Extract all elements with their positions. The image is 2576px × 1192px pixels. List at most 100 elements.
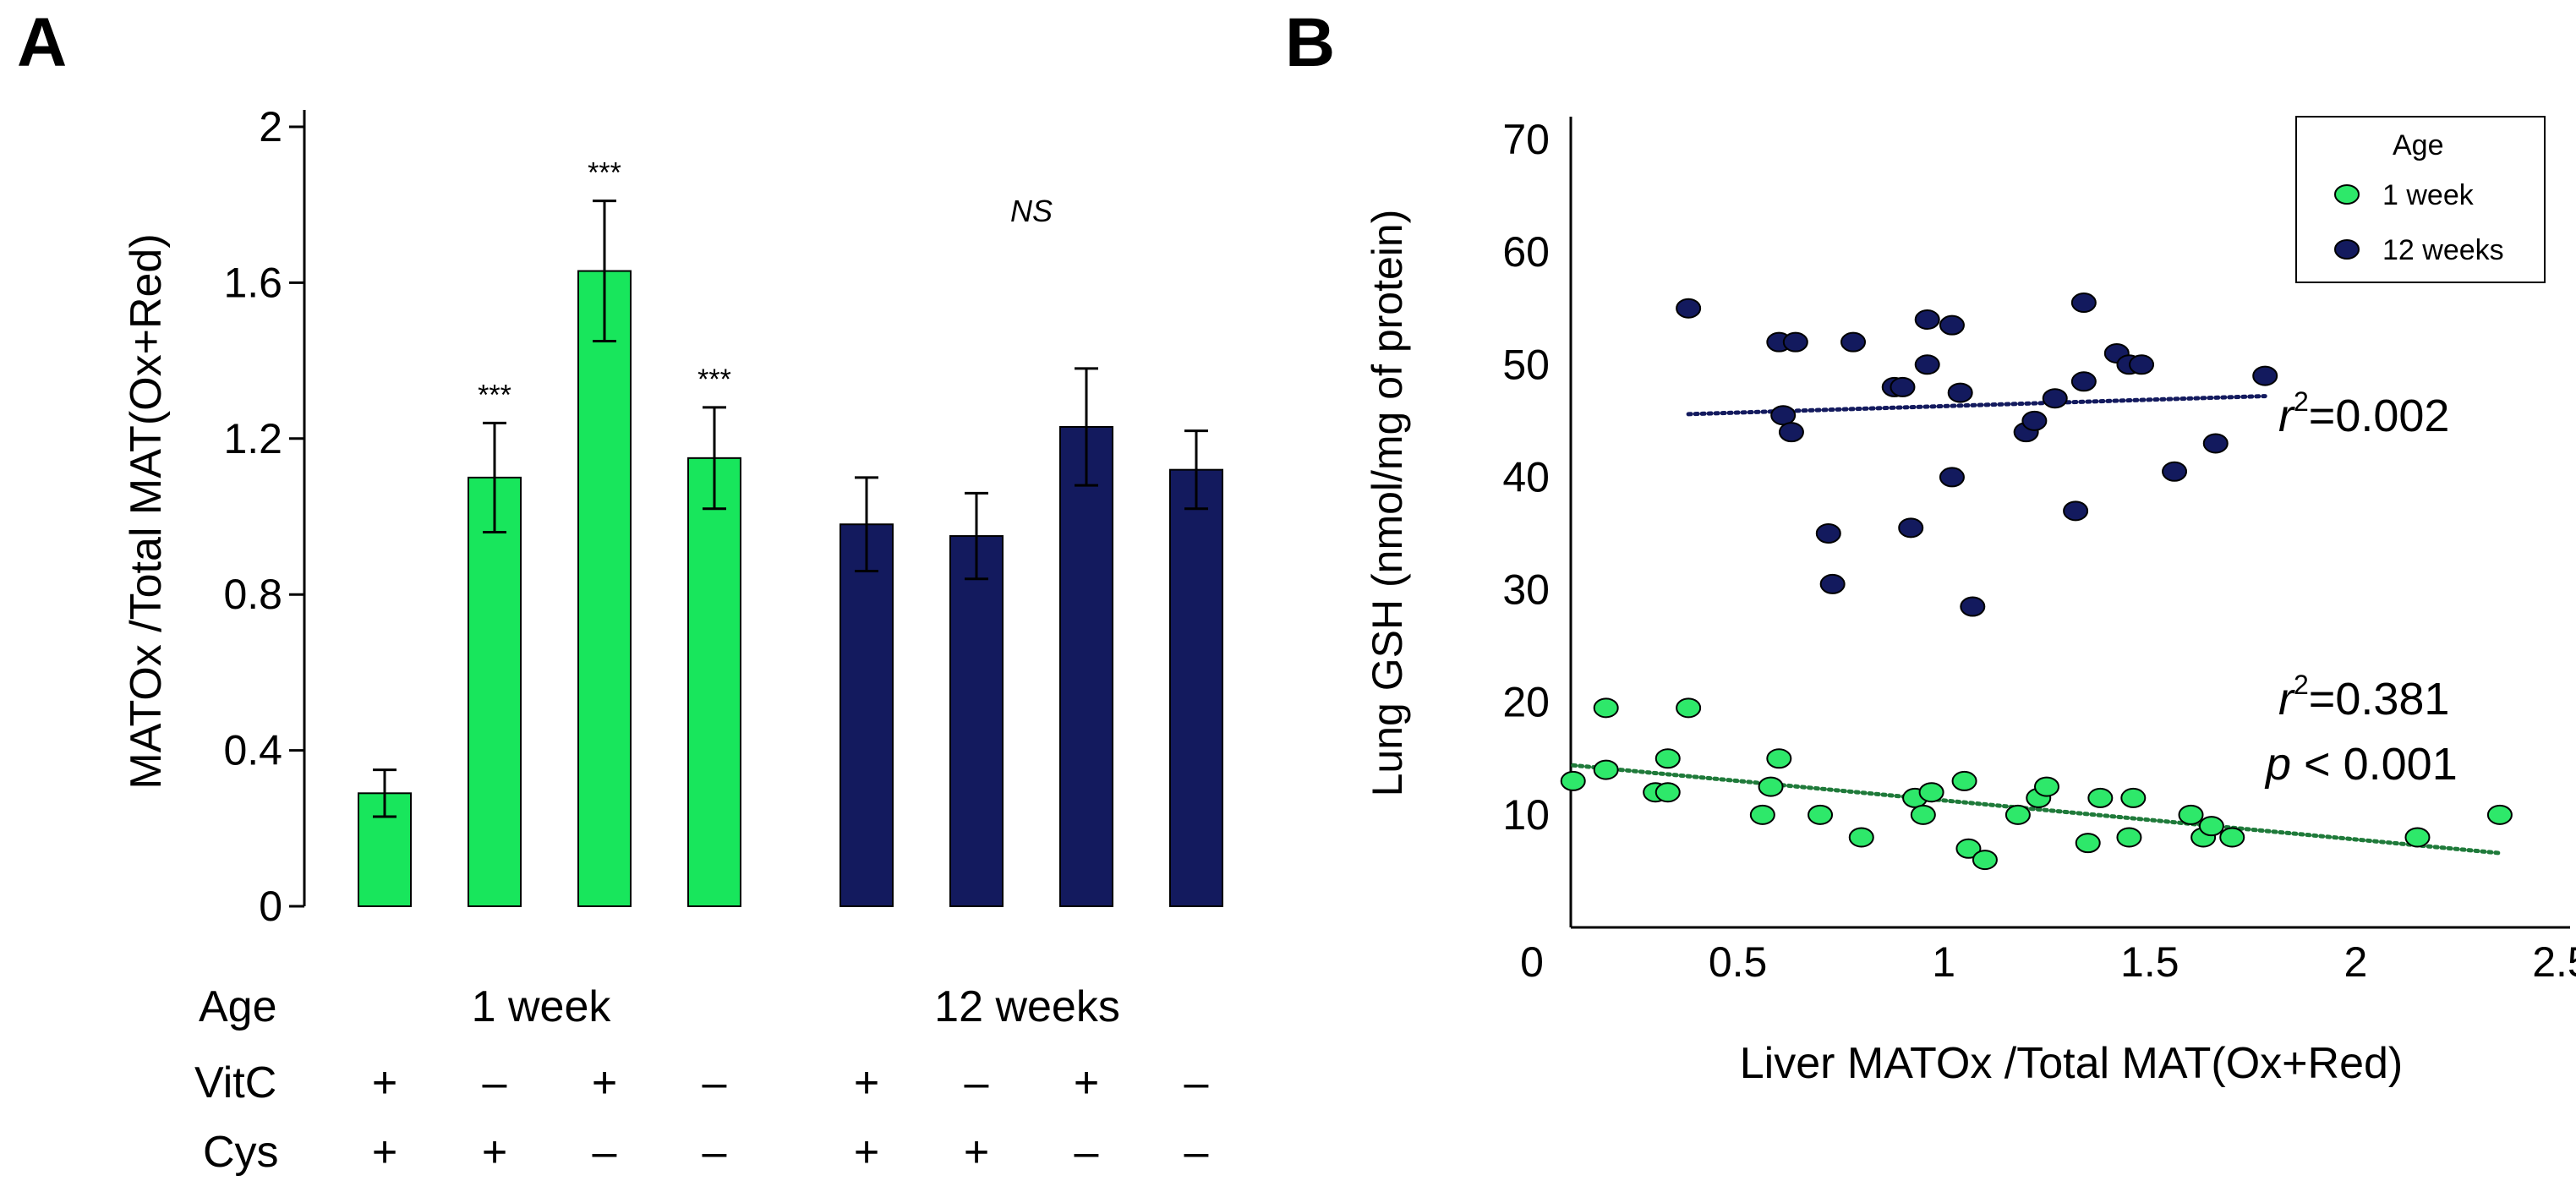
ns-note: NS	[1010, 194, 1053, 228]
scatter-x-tick-label: 1.5	[2120, 938, 2179, 986]
scatter-points	[1560, 293, 2513, 871]
point-1-week	[2198, 816, 2224, 837]
point-1-week	[2219, 827, 2245, 848]
trend-line	[1571, 763, 2502, 856]
bar	[1169, 468, 1223, 907]
point-12-weeks	[2042, 388, 2068, 409]
point-12-weeks	[1898, 517, 1924, 539]
point-12-weeks	[2021, 410, 2048, 431]
point-12-weeks	[1960, 596, 1986, 617]
significance-mark: ***	[697, 364, 731, 396]
point-12-weeks	[2070, 293, 2097, 314]
point-1-week	[1593, 759, 1619, 780]
panel-b-label: B	[1285, 4, 1335, 81]
bar	[840, 523, 894, 907]
cys-sign: +	[854, 1128, 879, 1177]
vitc-sign: –	[1184, 1058, 1209, 1107]
point-12-weeks	[1770, 405, 1797, 426]
vitc-sign: –	[703, 1058, 727, 1107]
cys-sign: +	[372, 1128, 397, 1177]
point-12-weeks	[2070, 371, 2097, 392]
point-1-week	[1955, 838, 1982, 859]
point-1-week	[1951, 770, 1977, 791]
point-1-week	[1848, 827, 1874, 848]
age-group-labels: 1 week 12 weeks	[472, 982, 1120, 1031]
scatter-x-tick-label: 2	[2344, 938, 2367, 986]
point-1-week	[2034, 776, 2059, 797]
point-12-weeks	[1778, 422, 1804, 443]
scatter-y-ticks: 10 20 30 40 50 60 70	[1502, 116, 1550, 839]
bar	[468, 476, 522, 908]
point-1-week	[1560, 770, 1586, 791]
r2-12weeks: r2=0.002	[2278, 386, 2449, 441]
scatter-y-tick-label: 50	[1502, 341, 1550, 388]
point-12-weeks	[1840, 331, 1867, 353]
row-label-age: Age	[199, 982, 277, 1031]
legend-title: Age	[2393, 129, 2444, 161]
point-12-weeks	[1939, 467, 1965, 488]
point-1-week	[1918, 782, 1944, 803]
point-1-week	[1593, 697, 1619, 719]
legend-label-12-weeks: 12 weeks	[2382, 234, 2504, 266]
r2-1week: r2=0.381	[2278, 670, 2449, 724]
vitc-sign: +	[372, 1058, 397, 1107]
point-1-week	[1654, 782, 1681, 803]
point-1-week	[1766, 748, 1792, 769]
row-label-cys: Cys	[203, 1128, 279, 1177]
cys-sign: +	[482, 1128, 507, 1177]
scatter-y-axis-label: Lung GSH (nmol/mg of protein)	[1364, 210, 1411, 797]
bar-y-ticks: 0 0.4 0.8 1.2 1.6 2	[223, 103, 304, 930]
vitc-sign: +	[1074, 1058, 1099, 1107]
point-12-weeks	[1676, 298, 1702, 319]
panel-a-label: A	[17, 4, 67, 81]
cys-sign: –	[1184, 1128, 1209, 1177]
scatter-y-tick-label: 30	[1502, 566, 1550, 614]
p-value-1week: p < 0.001	[2264, 739, 2458, 790]
vitc-sign: +	[592, 1058, 617, 1107]
bar-y-tick-label: 1.6	[223, 259, 282, 306]
significance-marks: *** *** *** NS	[478, 157, 1053, 412]
bar	[1059, 425, 1113, 908]
cys-sign: +	[964, 1128, 989, 1177]
legend: Age 1 week 12 weeks	[2295, 116, 2546, 283]
point-1-week	[1910, 804, 1936, 825]
point-12-weeks	[1782, 331, 1808, 353]
scatter-y-tick-label: 70	[1502, 116, 1550, 163]
point-12-weeks	[2162, 461, 2188, 482]
point-12-weeks	[1947, 382, 1973, 403]
point-12-weeks	[1890, 376, 1916, 397]
age-group-label: 12 weeks	[934, 982, 1120, 1031]
point-1-week	[1676, 697, 1702, 719]
significance-mark: ***	[588, 157, 621, 189]
point-12-weeks	[1815, 523, 1841, 544]
vitc-sign: –	[965, 1058, 989, 1107]
point-12-weeks	[2252, 365, 2278, 386]
point-1-week	[1654, 748, 1681, 769]
bar-y-tick-label: 1.2	[223, 415, 282, 462]
bar-y-tick-label: 0.4	[223, 727, 282, 774]
bar-chart: 00.40.81.21.62 MATOx /Total MAT(Ox+Red) …	[122, 103, 1223, 1177]
row-label-vitc: VitC	[194, 1058, 276, 1107]
point-1-week	[2120, 787, 2147, 808]
bar	[577, 270, 632, 907]
point-12-weeks	[2063, 500, 2089, 522]
point-1-week	[2075, 833, 2101, 854]
scatter-y-tick-label: 60	[1502, 228, 1550, 276]
point-1-week	[1808, 804, 1834, 825]
legend-marker-12-weeks	[2334, 239, 2360, 260]
point-12-weeks	[1939, 314, 1965, 336]
point-1-week	[2116, 827, 2142, 848]
point-1-week	[2004, 804, 2031, 825]
bar-y-tick-label: 0.8	[223, 571, 282, 618]
vitc-row: + – + – + – + –	[372, 1058, 1209, 1107]
bar	[687, 457, 741, 907]
scatter-x-tick-label: 0	[1520, 938, 1544, 986]
point-1-week	[2178, 804, 2204, 825]
vitc-sign: +	[854, 1058, 879, 1107]
point-1-week	[2486, 804, 2513, 825]
age-group-label: 1 week	[472, 982, 612, 1031]
cys-sign: –	[703, 1128, 727, 1177]
point-12-weeks	[2129, 354, 2155, 375]
scatter-x-tick-label: 1	[1932, 938, 1955, 986]
